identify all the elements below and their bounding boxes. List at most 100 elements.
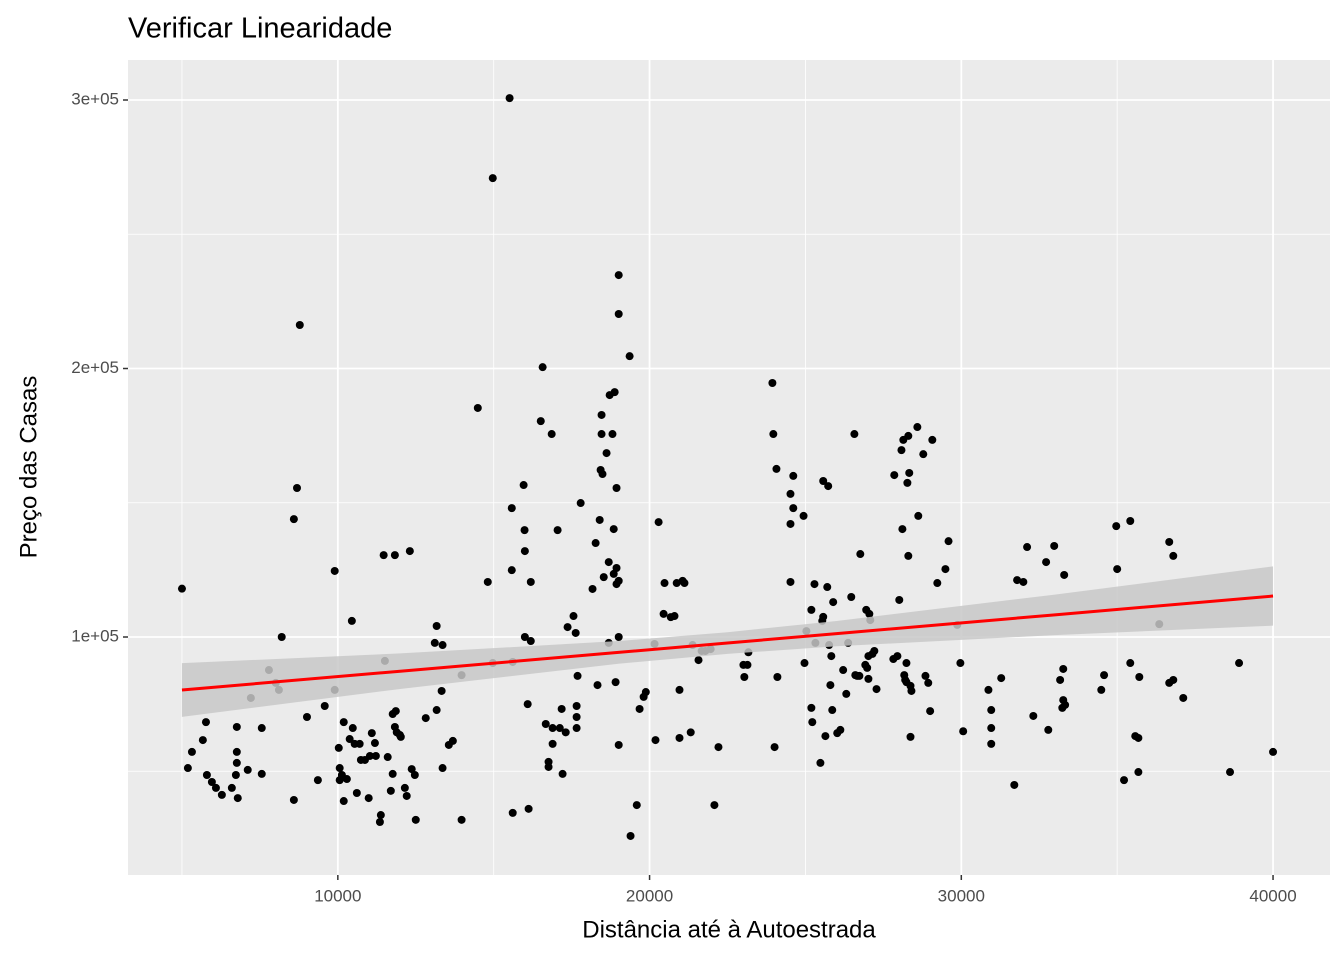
point <box>386 786 395 795</box>
point <box>904 551 913 560</box>
point <box>1044 725 1053 734</box>
x-axis-title: Distância até à Autoestrada <box>582 916 876 943</box>
point <box>984 685 993 694</box>
point <box>438 641 447 650</box>
point <box>897 446 906 455</box>
point <box>926 707 935 716</box>
point <box>1134 768 1143 777</box>
point <box>893 652 902 661</box>
point <box>928 435 937 444</box>
point <box>407 765 416 774</box>
point <box>959 727 968 736</box>
point <box>558 769 567 778</box>
point <box>388 769 397 778</box>
point <box>612 483 621 492</box>
point <box>1226 768 1235 777</box>
y-tick-label: 3e+05 <box>71 89 119 108</box>
point <box>906 732 915 741</box>
point <box>371 751 380 760</box>
point <box>828 706 837 715</box>
point <box>611 678 620 687</box>
point <box>342 775 351 784</box>
point <box>207 777 216 786</box>
point <box>257 724 266 733</box>
point <box>405 547 414 556</box>
point <box>541 719 550 728</box>
point <box>524 804 533 813</box>
fit-line <box>181 594 1274 692</box>
point <box>347 616 356 625</box>
point <box>211 783 220 792</box>
x-tick-label: 10000 <box>314 886 361 905</box>
point <box>686 728 695 737</box>
point <box>1179 693 1188 702</box>
point <box>593 681 602 690</box>
point <box>597 430 606 439</box>
point <box>789 471 798 480</box>
point <box>1056 675 1065 684</box>
point <box>334 743 343 752</box>
y-axis-title: Preço das Casas <box>15 376 42 559</box>
point <box>292 483 301 492</box>
point <box>526 577 535 586</box>
point <box>847 592 856 601</box>
point <box>421 714 430 723</box>
point <box>375 817 384 826</box>
point <box>829 598 838 607</box>
point <box>364 794 373 803</box>
point <box>507 504 516 513</box>
point <box>1060 570 1069 579</box>
point <box>675 733 684 742</box>
chart-title: Verificar Linearidade <box>128 13 392 45</box>
point <box>1100 671 1109 680</box>
point <box>786 577 795 586</box>
point <box>573 671 582 680</box>
point <box>836 725 845 734</box>
point <box>289 795 298 804</box>
point <box>507 566 516 575</box>
point <box>924 678 933 687</box>
point <box>816 758 825 767</box>
point <box>625 352 634 361</box>
point <box>198 736 207 745</box>
point <box>1113 565 1122 574</box>
point <box>608 430 617 439</box>
point <box>870 646 879 655</box>
point <box>597 410 606 419</box>
point <box>523 700 532 709</box>
point <box>987 706 996 715</box>
point <box>614 576 623 585</box>
point <box>571 628 580 637</box>
point <box>548 724 557 733</box>
point <box>609 525 618 534</box>
point <box>410 771 419 780</box>
point <box>547 430 556 439</box>
point <box>907 686 916 695</box>
point <box>789 504 798 513</box>
point <box>365 751 374 760</box>
point <box>599 573 608 582</box>
point <box>526 637 535 646</box>
point <box>201 718 210 727</box>
point <box>839 666 848 675</box>
point <box>819 612 828 621</box>
point <box>488 174 497 183</box>
point <box>295 321 304 330</box>
point <box>997 674 1006 683</box>
point <box>904 431 913 440</box>
point <box>1269 747 1278 756</box>
point <box>563 623 572 632</box>
point <box>232 758 241 767</box>
point <box>823 583 832 592</box>
point <box>614 740 623 749</box>
point <box>1169 675 1178 684</box>
point <box>557 704 566 713</box>
point <box>786 489 795 498</box>
point <box>987 739 996 748</box>
point <box>561 728 570 737</box>
point <box>821 732 830 741</box>
point <box>740 673 749 682</box>
point <box>352 789 361 798</box>
point <box>348 724 357 733</box>
